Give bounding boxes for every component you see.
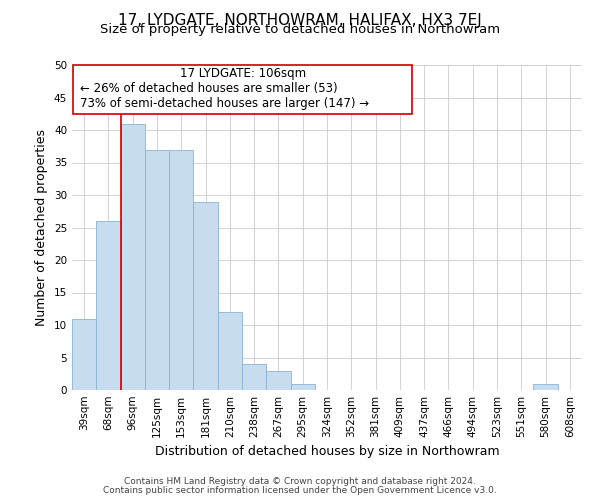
Bar [193,202,218,390]
Bar [96,221,121,390]
Bar [242,364,266,390]
Text: Contains public sector information licensed under the Open Government Licence v3: Contains public sector information licen… [103,486,497,495]
Bar [218,312,242,390]
Text: ← 26% of detached houses are smaller (53): ← 26% of detached houses are smaller (53… [80,82,338,95]
Bar [121,124,145,390]
FancyBboxPatch shape [73,65,412,114]
Bar [169,150,193,390]
Text: Size of property relative to detached houses in Northowram: Size of property relative to detached ho… [100,22,500,36]
Bar [290,384,315,390]
Bar [533,384,558,390]
Text: 17, LYDGATE, NORTHOWRAM, HALIFAX, HX3 7EJ: 17, LYDGATE, NORTHOWRAM, HALIFAX, HX3 7E… [118,12,482,28]
Bar [145,150,169,390]
Y-axis label: Number of detached properties: Number of detached properties [35,129,49,326]
Text: 73% of semi-detached houses are larger (147) →: 73% of semi-detached houses are larger (… [80,97,370,110]
Text: Contains HM Land Registry data © Crown copyright and database right 2024.: Contains HM Land Registry data © Crown c… [124,477,476,486]
Text: 17 LYDGATE: 106sqm: 17 LYDGATE: 106sqm [179,67,305,80]
Bar [266,370,290,390]
Bar [72,318,96,390]
X-axis label: Distribution of detached houses by size in Northowram: Distribution of detached houses by size … [155,446,499,458]
